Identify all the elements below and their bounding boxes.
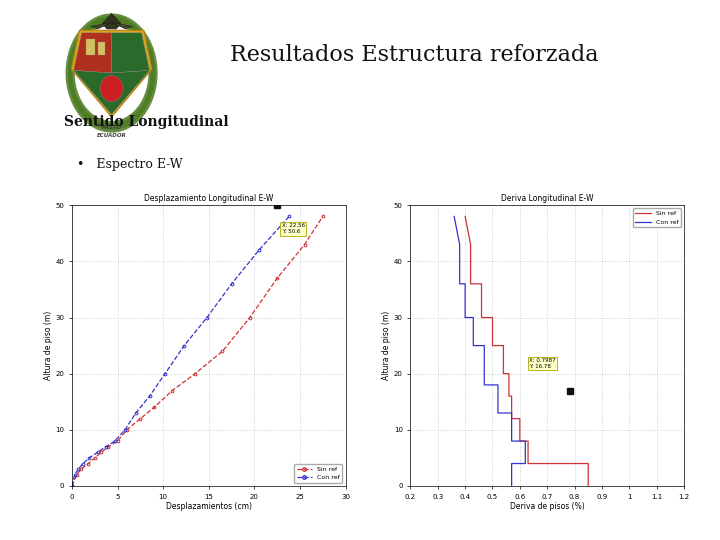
Polygon shape xyxy=(71,30,152,117)
Legend: Sin ref, Con ref: Sin ref, Con ref xyxy=(632,208,681,227)
Text: ECUADOR: ECUADOR xyxy=(96,133,127,138)
Polygon shape xyxy=(68,16,156,130)
Text: Resultados Estructura reforzada: Resultados Estructura reforzada xyxy=(230,44,599,65)
Bar xyxy=(86,39,96,55)
Title: Desplazamiento Longitudinal E-W: Desplazamiento Longitudinal E-W xyxy=(144,194,274,203)
Polygon shape xyxy=(73,33,112,73)
Bar xyxy=(98,42,104,55)
Y-axis label: Altura de piso (m): Altura de piso (m) xyxy=(44,311,53,380)
Text: Sentido Longitudinal: Sentido Longitudinal xyxy=(64,114,228,129)
Text: PASTO: PASTO xyxy=(102,125,122,130)
Polygon shape xyxy=(91,23,112,29)
Circle shape xyxy=(100,76,123,102)
Legend: Sin ref, Con ref: Sin ref, Con ref xyxy=(294,464,343,483)
Title: Deriva Longitudinal E-W: Deriva Longitudinal E-W xyxy=(501,194,593,203)
Polygon shape xyxy=(66,14,158,133)
Polygon shape xyxy=(73,70,150,114)
Text: X: 22.56
Y: 50.6: X: 22.56 Y: 50.6 xyxy=(282,224,305,234)
Polygon shape xyxy=(112,33,150,73)
Text: X: 0.7987
Y: 16.78: X: 0.7987 Y: 16.78 xyxy=(529,358,556,369)
Y-axis label: Altura de piso (m): Altura de piso (m) xyxy=(382,311,391,380)
Text: •   Espectro E-W: • Espectro E-W xyxy=(76,158,182,171)
Polygon shape xyxy=(102,14,121,29)
X-axis label: Deriva de pisos (%): Deriva de pisos (%) xyxy=(510,502,585,511)
X-axis label: Desplazamientos (cm): Desplazamientos (cm) xyxy=(166,502,252,511)
Polygon shape xyxy=(112,23,132,29)
